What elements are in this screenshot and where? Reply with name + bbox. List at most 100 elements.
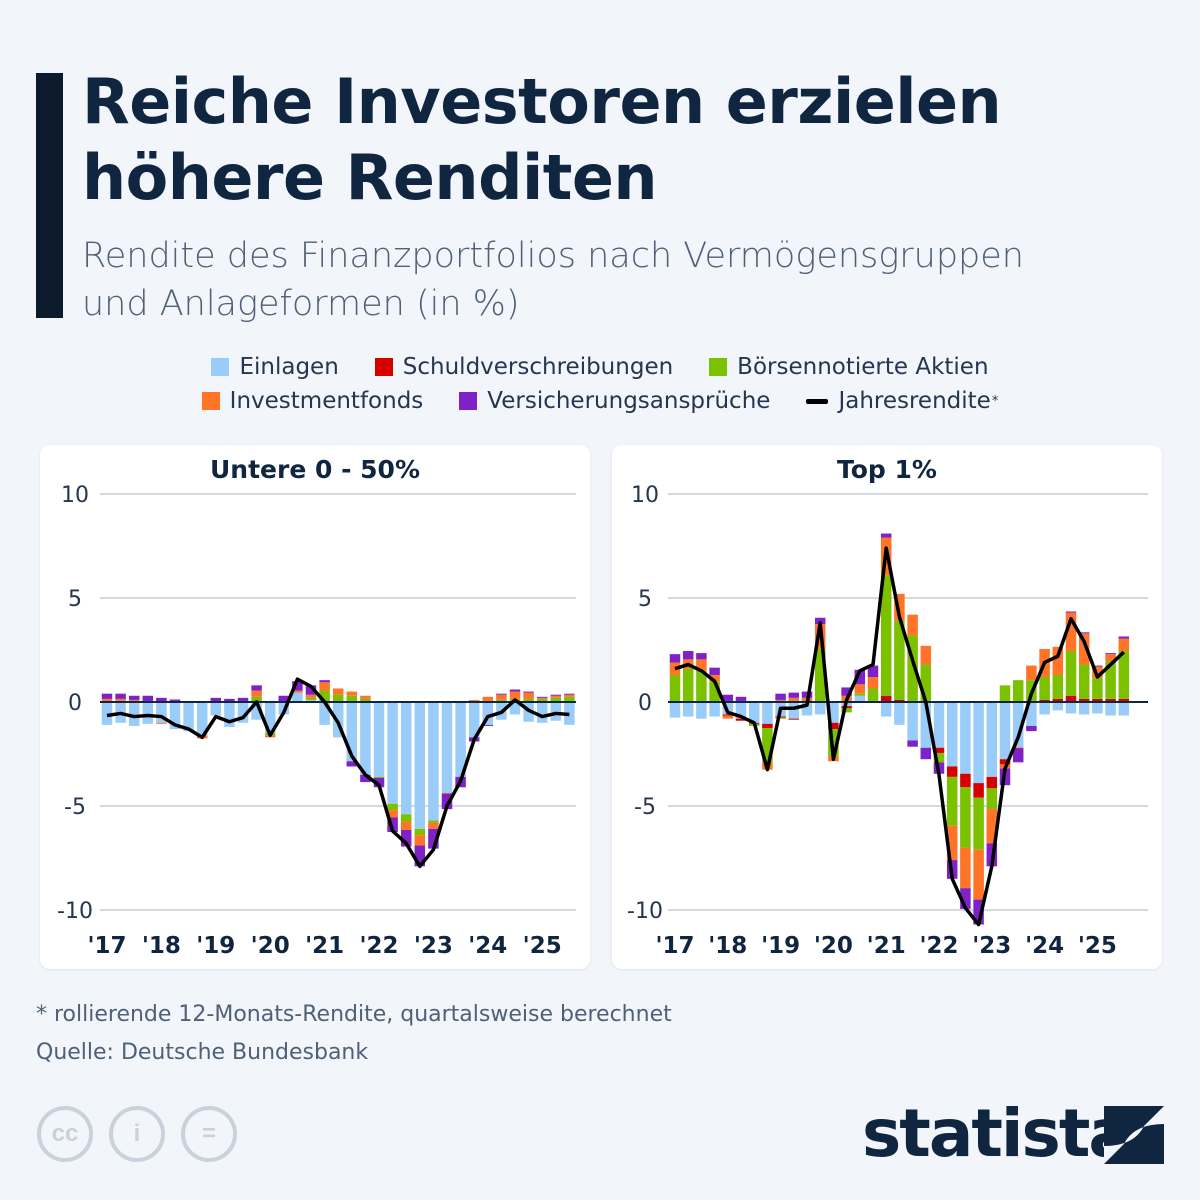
bar-segment bbox=[414, 845, 426, 867]
bar-segment bbox=[907, 635, 918, 702]
bar-segment bbox=[1118, 636, 1130, 639]
bar-segment bbox=[880, 533, 892, 538]
bar-segment bbox=[550, 697, 562, 702]
bar-segment bbox=[550, 694, 562, 696]
bar-segment bbox=[894, 593, 905, 621]
bar-segment bbox=[400, 821, 412, 830]
no-derivatives-icon[interactable]: = bbox=[181, 1106, 237, 1162]
bar-segment bbox=[536, 697, 548, 699]
bar-segment bbox=[946, 766, 958, 777]
bar-segment bbox=[400, 814, 412, 822]
bar-segment bbox=[669, 702, 681, 718]
bar-segment bbox=[115, 693, 126, 699]
bar-segment bbox=[933, 752, 945, 763]
bar-segment bbox=[682, 702, 694, 717]
attribution-icon[interactable]: i bbox=[109, 1106, 165, 1162]
bar-segment bbox=[292, 690, 303, 693]
bar-segment bbox=[1078, 633, 1090, 665]
bar-segment bbox=[346, 761, 358, 767]
bar-segment bbox=[360, 698, 371, 702]
bar-segment bbox=[305, 697, 317, 700]
bar-segment bbox=[319, 682, 330, 691]
bar-segment bbox=[536, 696, 548, 698]
bar-segment bbox=[788, 692, 800, 698]
bar-segment bbox=[682, 668, 694, 702]
bar-segment bbox=[482, 702, 494, 725]
bar-segment bbox=[210, 702, 222, 716]
bar-segment bbox=[841, 687, 852, 696]
legend-line-swatch bbox=[806, 398, 829, 404]
bar-segment bbox=[762, 728, 773, 762]
bar-segment bbox=[894, 620, 905, 700]
footnote: * rollierende 12-Monats-Rendite, quartal… bbox=[36, 1002, 672, 1027]
bar-segment bbox=[696, 653, 707, 660]
panel-bottom-50: 10 5 0 -5 -10 '17 '18 '19 '20 '21 '22 '23 '24 '25 Unt… bbox=[40, 445, 590, 969]
x-tick-label: '25 bbox=[1078, 933, 1117, 959]
bar-segment bbox=[305, 699, 317, 702]
bar-segment bbox=[1052, 646, 1064, 675]
bar-segment bbox=[880, 695, 892, 702]
bar-segment bbox=[428, 822, 439, 829]
subtitle: Rendite des Finanzportfolios nach Vermög… bbox=[82, 232, 1024, 328]
bar-segment bbox=[1052, 674, 1064, 699]
statista-logo-icon bbox=[1104, 1106, 1164, 1164]
bar-segment bbox=[788, 697, 800, 702]
bar-segment bbox=[973, 702, 984, 784]
bar-segment bbox=[142, 702, 154, 724]
bar-segment bbox=[536, 702, 548, 723]
x-tick-label: '20 bbox=[814, 933, 853, 959]
bar-segment bbox=[156, 702, 167, 723]
y-tick-label: -10 bbox=[627, 899, 663, 924]
bar-segment bbox=[814, 648, 826, 701]
bar-segment bbox=[1092, 678, 1103, 699]
bar-segment bbox=[775, 716, 786, 718]
bar-segment bbox=[251, 690, 262, 697]
bar-segment bbox=[360, 774, 371, 783]
page-title: Reiche Investoren erzielen höhere Rendit… bbox=[82, 64, 1002, 216]
y-tick-label: 0 bbox=[68, 691, 82, 716]
bar-segment bbox=[735, 718, 747, 721]
bar-segment bbox=[960, 773, 971, 788]
bar-segment bbox=[387, 702, 398, 804]
x-tick-label: '24 bbox=[1025, 933, 1064, 959]
bar-segment bbox=[1026, 665, 1037, 681]
bar-segment bbox=[920, 645, 932, 665]
bar-segment bbox=[183, 702, 194, 732]
bar-segment bbox=[669, 674, 681, 702]
y-tick-label: 10 bbox=[631, 483, 659, 508]
bar-segment bbox=[101, 702, 113, 725]
bar-segment bbox=[1052, 702, 1064, 711]
statista-logo[interactable]: statista bbox=[862, 1095, 1133, 1172]
bar-segment bbox=[523, 692, 534, 699]
bar-segment bbox=[775, 717, 786, 719]
cc-icon[interactable]: cc bbox=[37, 1106, 93, 1162]
bar-segment bbox=[999, 759, 1011, 765]
bar-segment bbox=[210, 697, 222, 702]
chart-bottom-50: 10 5 0 -5 -10 '17 '18 '19 '20 '21 '22 '23 '24 '25 bbox=[57, 483, 576, 959]
bar-segment bbox=[332, 688, 344, 695]
bar-segment bbox=[867, 665, 879, 678]
title-line-2: höhere Renditen bbox=[82, 141, 658, 214]
bar-segment bbox=[414, 828, 426, 836]
bar-segment bbox=[428, 702, 439, 821]
legend-label: Börsennotierte Aktien bbox=[737, 354, 989, 380]
bar-segment bbox=[1026, 702, 1037, 726]
bar-segment bbox=[1118, 698, 1130, 702]
bar-segment bbox=[709, 681, 720, 702]
bar-segment bbox=[933, 747, 945, 753]
legend-item-schuldverschreibungen: Schuldverschreibungen bbox=[374, 354, 673, 380]
bar-segment bbox=[346, 691, 358, 696]
x-tick-label: '19 bbox=[761, 933, 800, 959]
x-tick-label: '21 bbox=[305, 933, 344, 959]
panel-top-1: 10 5 0 -5 -10 '17 '18 '19 '20 '21 '22 '23 '24 '25 Top… bbox=[612, 445, 1162, 969]
bar-segment bbox=[814, 617, 826, 624]
bar-segment bbox=[292, 681, 303, 691]
bar-segment bbox=[973, 783, 984, 798]
bar-segment bbox=[696, 670, 707, 702]
bar-segment bbox=[169, 699, 181, 702]
x-tick-label: '25 bbox=[523, 933, 562, 959]
legend-item-einlagen: Einlagen bbox=[211, 354, 339, 380]
bar-segment bbox=[482, 724, 494, 726]
bar-segment bbox=[814, 702, 826, 715]
bar-segment bbox=[237, 702, 249, 723]
